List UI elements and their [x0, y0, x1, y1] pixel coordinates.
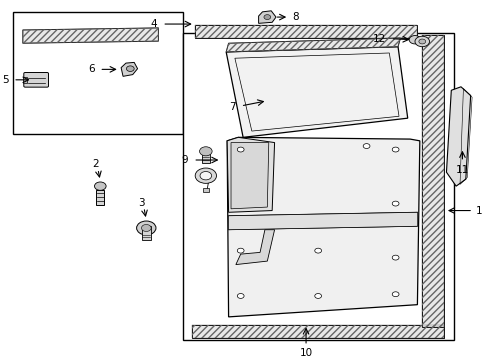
- Circle shape: [314, 248, 321, 253]
- Polygon shape: [23, 28, 158, 43]
- Bar: [13, 12, 182, 134]
- Circle shape: [237, 248, 244, 253]
- FancyBboxPatch shape: [24, 72, 48, 87]
- Circle shape: [237, 293, 244, 298]
- Text: 8: 8: [292, 12, 299, 22]
- Circle shape: [391, 255, 398, 260]
- Circle shape: [264, 15, 270, 19]
- Circle shape: [391, 292, 398, 297]
- Circle shape: [126, 66, 134, 71]
- Bar: [192, 325, 443, 338]
- Circle shape: [195, 168, 216, 183]
- Bar: [194, 25, 417, 38]
- Polygon shape: [227, 138, 419, 317]
- Circle shape: [391, 147, 398, 152]
- Circle shape: [136, 221, 156, 235]
- Circle shape: [408, 36, 420, 44]
- Circle shape: [363, 144, 369, 149]
- Circle shape: [391, 201, 398, 206]
- Circle shape: [314, 293, 321, 298]
- Text: 7: 7: [229, 102, 235, 112]
- Polygon shape: [230, 143, 268, 209]
- Bar: [182, 33, 453, 339]
- Bar: [203, 188, 208, 193]
- Text: 9: 9: [182, 155, 188, 165]
- Polygon shape: [227, 138, 274, 212]
- Circle shape: [418, 39, 425, 44]
- Bar: [194, 25, 417, 38]
- Circle shape: [237, 147, 244, 152]
- Text: 2: 2: [92, 159, 99, 169]
- Polygon shape: [121, 62, 137, 76]
- Polygon shape: [226, 47, 407, 138]
- Bar: [192, 325, 443, 338]
- Circle shape: [200, 171, 211, 180]
- Bar: [202, 154, 209, 163]
- Polygon shape: [235, 230, 274, 265]
- Circle shape: [94, 182, 106, 190]
- Bar: [422, 35, 443, 327]
- Polygon shape: [228, 212, 417, 230]
- Text: 11: 11: [455, 165, 468, 175]
- Text: 5: 5: [2, 75, 9, 85]
- Polygon shape: [258, 11, 275, 23]
- Text: 10: 10: [299, 348, 312, 358]
- Bar: [142, 226, 150, 240]
- Polygon shape: [226, 38, 400, 52]
- Text: 12: 12: [372, 34, 385, 44]
- Text: 3: 3: [138, 198, 144, 207]
- Text: 1: 1: [474, 206, 481, 216]
- Polygon shape: [446, 87, 470, 186]
- Circle shape: [199, 147, 212, 156]
- Circle shape: [141, 225, 151, 231]
- Text: 4: 4: [150, 19, 157, 29]
- Bar: [96, 190, 104, 205]
- Circle shape: [414, 36, 428, 47]
- Bar: [422, 35, 443, 327]
- Text: 6: 6: [88, 64, 94, 75]
- Bar: [23, 77, 27, 82]
